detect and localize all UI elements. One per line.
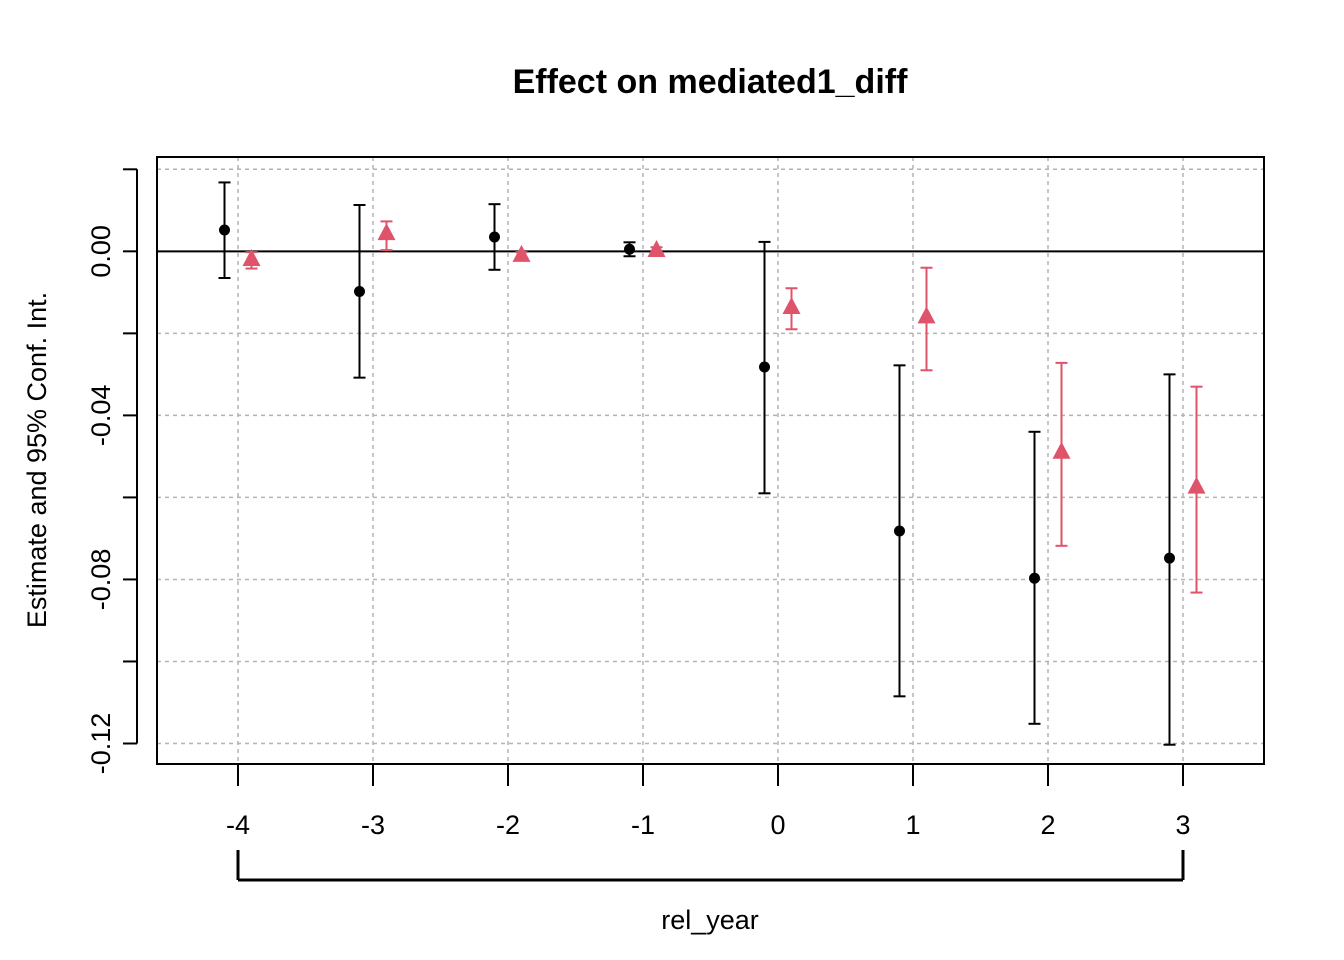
data-point	[354, 286, 365, 298]
y-axis: 0.00 -0.04 -0.08 -0.12	[86, 168, 138, 775]
data-marks	[218, 181, 1206, 746]
data-point	[917, 306, 936, 324]
data-point	[1164, 552, 1175, 564]
chart-title: Effect on mediated1_diff	[513, 63, 909, 101]
data-point	[512, 244, 531, 262]
y-axis-label: Estimate and 95% Conf. Int.	[22, 292, 52, 628]
data-point	[647, 239, 666, 257]
data-point	[624, 243, 635, 255]
data-point	[782, 296, 801, 314]
data-point	[489, 231, 500, 243]
y-tick-label: -0.12	[86, 713, 116, 775]
x-tick-label: 2	[1040, 810, 1055, 840]
series-2	[242, 220, 1206, 594]
x-axis-label: rel_year	[661, 905, 759, 935]
data-point	[1052, 441, 1071, 459]
x-tick-label: 1	[905, 810, 920, 840]
x-tick-label: 0	[770, 810, 785, 840]
series-1	[218, 181, 1176, 746]
data-point	[759, 361, 770, 373]
y-tick-label: -0.04	[86, 385, 116, 447]
data-point	[219, 224, 230, 236]
x-axis: -4 -3 -2 -1 0 1 2 3	[226, 764, 1191, 882]
y-tick-label: 0.00	[86, 225, 116, 278]
x-tick-label: -2	[496, 810, 520, 840]
y-tick-label: -0.08	[86, 549, 116, 611]
data-point	[894, 525, 905, 537]
x-tick-label: -4	[226, 810, 250, 840]
data-point	[1029, 572, 1040, 584]
data-point	[242, 248, 261, 266]
data-point	[377, 223, 396, 241]
plot-frame	[156, 156, 1265, 765]
x-tick-label: 3	[1175, 810, 1190, 840]
x-tick-label: -1	[631, 810, 655, 840]
x-tick-label: -3	[361, 810, 385, 840]
data-point	[1187, 476, 1206, 494]
grid	[157, 157, 1264, 764]
